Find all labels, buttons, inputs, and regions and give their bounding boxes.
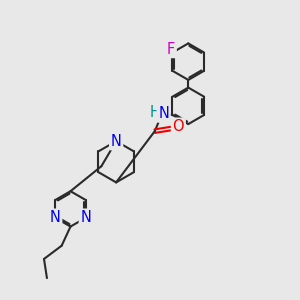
Text: N: N bbox=[111, 134, 122, 149]
Text: O: O bbox=[172, 119, 184, 134]
Text: F: F bbox=[167, 41, 175, 56]
Text: N: N bbox=[50, 210, 61, 225]
Text: H: H bbox=[149, 104, 160, 119]
Text: N: N bbox=[158, 106, 169, 121]
Text: N: N bbox=[80, 210, 91, 225]
